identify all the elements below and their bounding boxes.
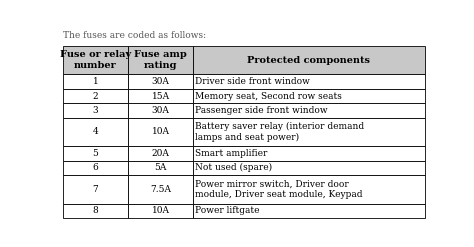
Text: Fuse amp
rating: Fuse amp rating [134,50,187,70]
Text: Fuse or relay
number: Fuse or relay number [60,50,131,70]
Bar [63,75,128,89]
Bar [128,161,193,175]
Bar [128,146,193,161]
Text: 2: 2 [93,91,98,101]
Text: Memory seat, Second row seats: Memory seat, Second row seats [195,91,342,101]
Bar [128,46,193,75]
Bar [128,89,193,103]
Bar [128,103,193,118]
Text: Power mirror switch, Driver door
module, Driver seat module, Keypad: Power mirror switch, Driver door module,… [195,180,363,199]
Text: Passenger side front window: Passenger side front window [195,106,328,115]
Bar [128,175,193,204]
Text: 1: 1 [92,77,99,86]
Bar [193,175,425,204]
Bar [128,204,193,218]
Text: 15A: 15A [152,91,170,101]
Bar [193,146,425,161]
Text: 3: 3 [93,106,98,115]
Text: 5A: 5A [155,163,167,172]
Bar [63,103,128,118]
Bar [193,118,425,146]
Text: Battery saver relay (interior demand
lamps and seat power): Battery saver relay (interior demand lam… [195,122,365,142]
Bar [193,75,425,89]
Text: 20A: 20A [152,149,170,158]
Bar [193,46,425,75]
Bar [63,161,128,175]
Bar [63,46,128,75]
Text: The fuses are coded as follows:: The fuses are coded as follows: [63,31,206,40]
Bar [63,89,128,103]
Text: 7.5A: 7.5A [150,185,171,194]
Text: 5: 5 [92,149,99,158]
Bar [128,118,193,146]
Bar [63,118,128,146]
Bar [193,89,425,103]
Text: 7: 7 [92,185,99,194]
Text: 8: 8 [92,206,99,215]
Text: 4: 4 [92,127,99,136]
Bar [128,75,193,89]
Text: Driver side front window: Driver side front window [195,77,310,86]
Text: 6: 6 [92,163,99,172]
Text: Power liftgate: Power liftgate [195,206,260,215]
Text: Not used (spare): Not used (spare) [195,163,273,172]
Bar [63,146,128,161]
Text: 30A: 30A [152,77,170,86]
Text: Smart amplifier: Smart amplifier [195,149,268,158]
Text: 10A: 10A [152,206,170,215]
Text: 30A: 30A [152,106,170,115]
Bar [193,204,425,218]
Bar [193,161,425,175]
Bar [63,175,128,204]
Text: Protected components: Protected components [247,56,371,65]
Bar [193,103,425,118]
Text: 10A: 10A [152,127,170,136]
Bar [63,204,128,218]
